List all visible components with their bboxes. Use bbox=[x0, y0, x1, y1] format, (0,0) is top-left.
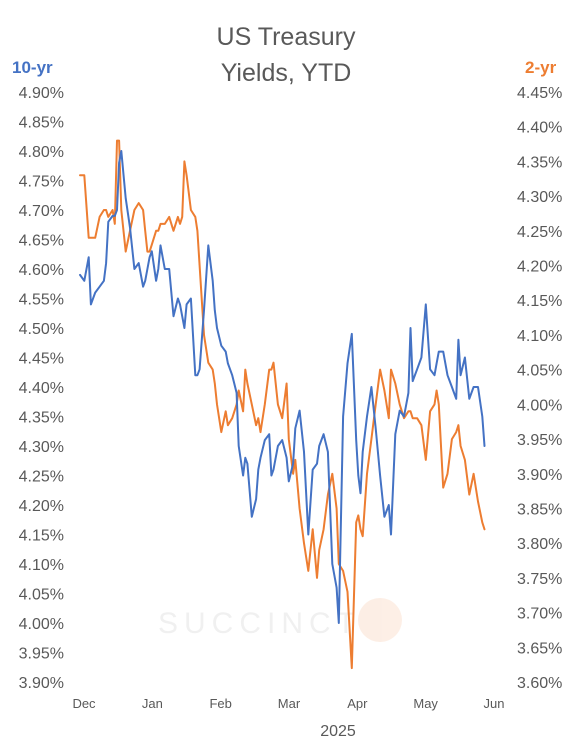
series-layer bbox=[79, 139, 486, 670]
x-tick-label: Jun bbox=[484, 696, 505, 711]
watermark: SUCCINCT bbox=[158, 598, 402, 642]
x-axis-ticks: Dec Jan Feb Mar Apr May Jun bbox=[72, 696, 504, 711]
right-tick-label: 4.40% bbox=[517, 120, 562, 137]
series-line-2yr bbox=[79, 139, 486, 670]
left-tick-label: 4.50% bbox=[19, 321, 64, 338]
left-axis-title: 10-yr bbox=[12, 58, 53, 77]
x-axis-year-label: 2025 bbox=[320, 723, 356, 740]
right-tick-label: 4.35% bbox=[517, 154, 562, 171]
left-tick-label: 4.90% bbox=[19, 85, 64, 102]
left-tick-label: 4.00% bbox=[19, 616, 64, 633]
chart-title-line-2: Yields, YTD bbox=[221, 59, 352, 87]
series-line-10yr bbox=[79, 150, 486, 624]
left-tick-label: 4.60% bbox=[19, 262, 64, 279]
left-tick-label: 4.40% bbox=[19, 380, 64, 397]
left-tick-label: 4.15% bbox=[19, 528, 64, 545]
left-tick-label: 4.35% bbox=[19, 410, 64, 427]
right-tick-label: 4.20% bbox=[517, 259, 562, 276]
left-tick-label: 3.95% bbox=[19, 646, 64, 663]
left-tick-label: 4.85% bbox=[19, 115, 64, 132]
left-tick-label: 4.25% bbox=[19, 469, 64, 486]
right-tick-label: 4.30% bbox=[517, 189, 562, 206]
left-tick-label: 4.20% bbox=[19, 498, 64, 515]
right-tick-label: 3.70% bbox=[517, 606, 562, 623]
left-axis-ticks: 3.90% 3.95% 4.00% 4.05% 4.10% 4.15% 4.20% 4.25%… bbox=[19, 85, 64, 692]
right-tick-label: 3.95% bbox=[517, 432, 562, 449]
x-tick-label: Dec bbox=[72, 696, 96, 711]
right-axis-title: 2-yr bbox=[525, 58, 557, 77]
right-axis-ticks: 3.60% 3.65% 3.70% 3.75% 3.80% 3.85% 3.90% 3.95%… bbox=[517, 85, 562, 692]
left-tick-label: 4.10% bbox=[19, 557, 64, 574]
left-tick-label: 4.55% bbox=[19, 292, 64, 309]
right-tick-label: 3.60% bbox=[517, 675, 562, 692]
x-tick-label: May bbox=[413, 696, 438, 711]
right-tick-label: 4.15% bbox=[517, 293, 562, 310]
right-tick-label: 4.10% bbox=[517, 328, 562, 345]
chart-title-line-1: US Treasury bbox=[217, 23, 356, 51]
right-tick-label: 3.80% bbox=[517, 536, 562, 553]
x-tick-label: Feb bbox=[209, 696, 231, 711]
x-tick-label: Apr bbox=[347, 696, 368, 711]
left-tick-label: 4.75% bbox=[19, 174, 64, 191]
left-tick-label: 4.30% bbox=[19, 439, 64, 456]
left-tick-label: 4.45% bbox=[19, 351, 64, 368]
right-tick-label: 3.65% bbox=[517, 640, 562, 657]
right-tick-label: 4.45% bbox=[517, 85, 562, 102]
left-tick-label: 4.65% bbox=[19, 233, 64, 250]
right-tick-label: 3.85% bbox=[517, 501, 562, 518]
right-tick-label: 4.05% bbox=[517, 363, 562, 380]
left-tick-label: 4.80% bbox=[19, 144, 64, 161]
x-tick-label: Mar bbox=[278, 696, 301, 711]
left-tick-label: 3.90% bbox=[19, 675, 64, 692]
left-tick-label: 4.70% bbox=[19, 203, 64, 220]
right-tick-label: 3.75% bbox=[517, 571, 562, 588]
watermark-text: SUCCINCT bbox=[158, 607, 361, 640]
right-tick-label: 4.25% bbox=[517, 224, 562, 241]
x-tick-label: Jan bbox=[142, 696, 163, 711]
right-tick-label: 4.00% bbox=[517, 397, 562, 414]
watermark-logo-icon bbox=[358, 598, 402, 642]
right-tick-label: 3.90% bbox=[517, 467, 562, 484]
left-tick-label: 4.05% bbox=[19, 587, 64, 604]
